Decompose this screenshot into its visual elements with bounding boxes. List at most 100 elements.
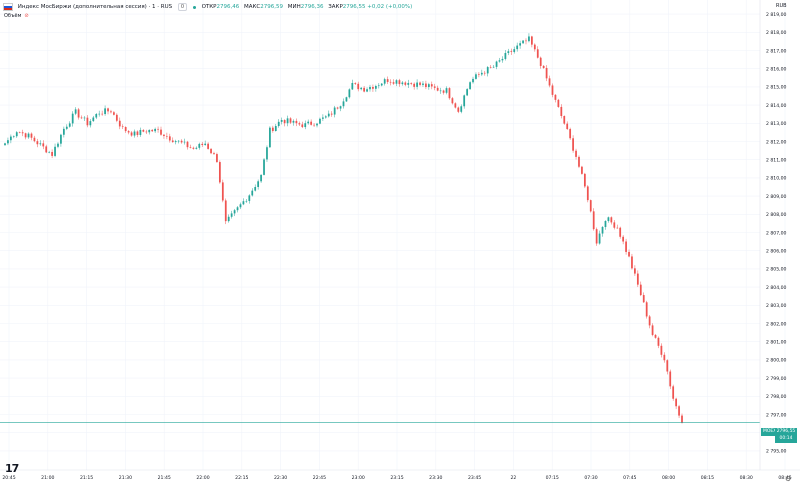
candle-body [592,211,595,230]
candle-body [4,143,6,146]
candle-body [289,118,292,123]
x-tick-label: 08:00 [662,475,675,481]
interval-badge[interactable]: 0 [177,3,188,11]
candle-body [322,117,324,119]
y-tick-label: 2 798,00 [766,394,787,400]
candle-body [425,83,427,88]
candle-body [669,371,672,387]
candle-body [168,136,171,141]
candle-body [271,127,274,131]
candle-body [339,106,342,109]
candle-body [419,82,421,85]
candle-body [210,148,212,154]
currency-label[interactable]: RUB [776,3,787,9]
x-tick-label: 22:30 [274,475,287,481]
time-axis[interactable]: 20:45 21:00 21:15 21:30 21:45 22:00 22:15 22:30… [2,475,791,481]
y-tick-label: 2 809,00 [766,194,787,200]
candle-body [266,147,268,160]
volume-legend[interactable]: Объём ⊘ [4,12,29,20]
candle-body [363,87,365,92]
x-tick-label: 23:45 [468,475,481,481]
last-price-tag: 2796,55 00:14 [775,428,797,443]
candle-body [551,85,554,95]
candle-body [298,123,301,125]
candle-body [581,166,583,174]
candle-body [233,210,236,214]
symbol-title[interactable]: Индекс МосБиржи (дополнительная сессия) … [17,4,173,10]
x-tick-label: 07:45 [623,475,636,481]
candle-body [548,78,551,86]
candle-body [51,151,53,156]
candle-body [572,138,574,151]
x-tick-label: 08:45 [778,475,791,481]
low-label: МИН [287,4,301,10]
candle-body [118,120,121,127]
y-tick-label: 2 819,00 [766,12,787,18]
legend-header: Индекс МосБиржи (дополнительная сессия) … [0,0,760,14]
candle-body [430,84,433,87]
candle-body [213,153,215,155]
candle-body [525,40,527,42]
candle-body [654,334,657,338]
candle-body [460,106,463,112]
candle-body [15,132,18,137]
candle-body [392,82,395,84]
candle-body [12,136,15,137]
candlestick-series [4,33,683,424]
candle-body [386,79,389,82]
candle-body [504,52,507,59]
candle-body [307,121,310,124]
candle-body [295,120,298,124]
high-value: 2796,59 [260,4,284,10]
candle-body [407,82,410,85]
tradingview-logo-icon[interactable]: 17 [5,462,19,475]
y-tick-label: 2 818,00 [766,30,787,36]
hidden-eye-icon[interactable]: ⊘ [24,13,29,19]
candle-body [163,134,165,136]
candle-body [645,302,648,317]
candle-body [389,81,392,83]
y-tick-label: 2 810,00 [766,176,787,182]
candle-body [36,141,39,145]
y-tick-label: 2 813,00 [766,121,787,127]
candle-body [21,132,24,134]
candle-body [269,127,271,148]
candle-body [427,84,430,88]
candle-body [342,101,345,107]
candle-body [345,97,348,102]
candle-body [619,227,622,237]
candle-body [613,222,616,228]
candle-body [360,87,363,90]
candle-body [634,268,636,274]
candle-body [286,118,289,124]
settings-gear-icon[interactable]: ⚙ [785,475,792,483]
candle-body [589,200,592,212]
x-tick-label: 22:00 [196,475,209,481]
candle-body [513,49,516,52]
candle-body [369,86,371,90]
price-axis[interactable]: 2 819,00 2 818,00 2 817,00 2 816,00 2 815,00… [766,12,787,455]
candle-body [107,108,109,112]
candle-body [578,156,580,167]
candle-body [469,82,471,90]
candle-body [245,200,248,202]
candle-body [186,141,189,148]
candle-body [357,83,360,90]
y-tick-label: 2 805,00 [766,267,787,273]
candle-body [221,182,224,201]
x-tick-label: 23:30 [429,475,442,481]
candle-body [33,137,36,142]
candle-body [648,316,651,326]
y-tick-label: 2 803,00 [766,303,787,309]
candle-body [457,107,460,112]
candle-body [383,79,386,84]
candle-body [216,154,218,163]
candle-body [133,131,136,136]
candle-body [239,204,242,208]
candle-body [401,82,404,85]
candle-body [478,74,480,75]
candle-body [277,121,280,127]
candle-body [42,143,45,147]
candle-body [71,113,74,124]
